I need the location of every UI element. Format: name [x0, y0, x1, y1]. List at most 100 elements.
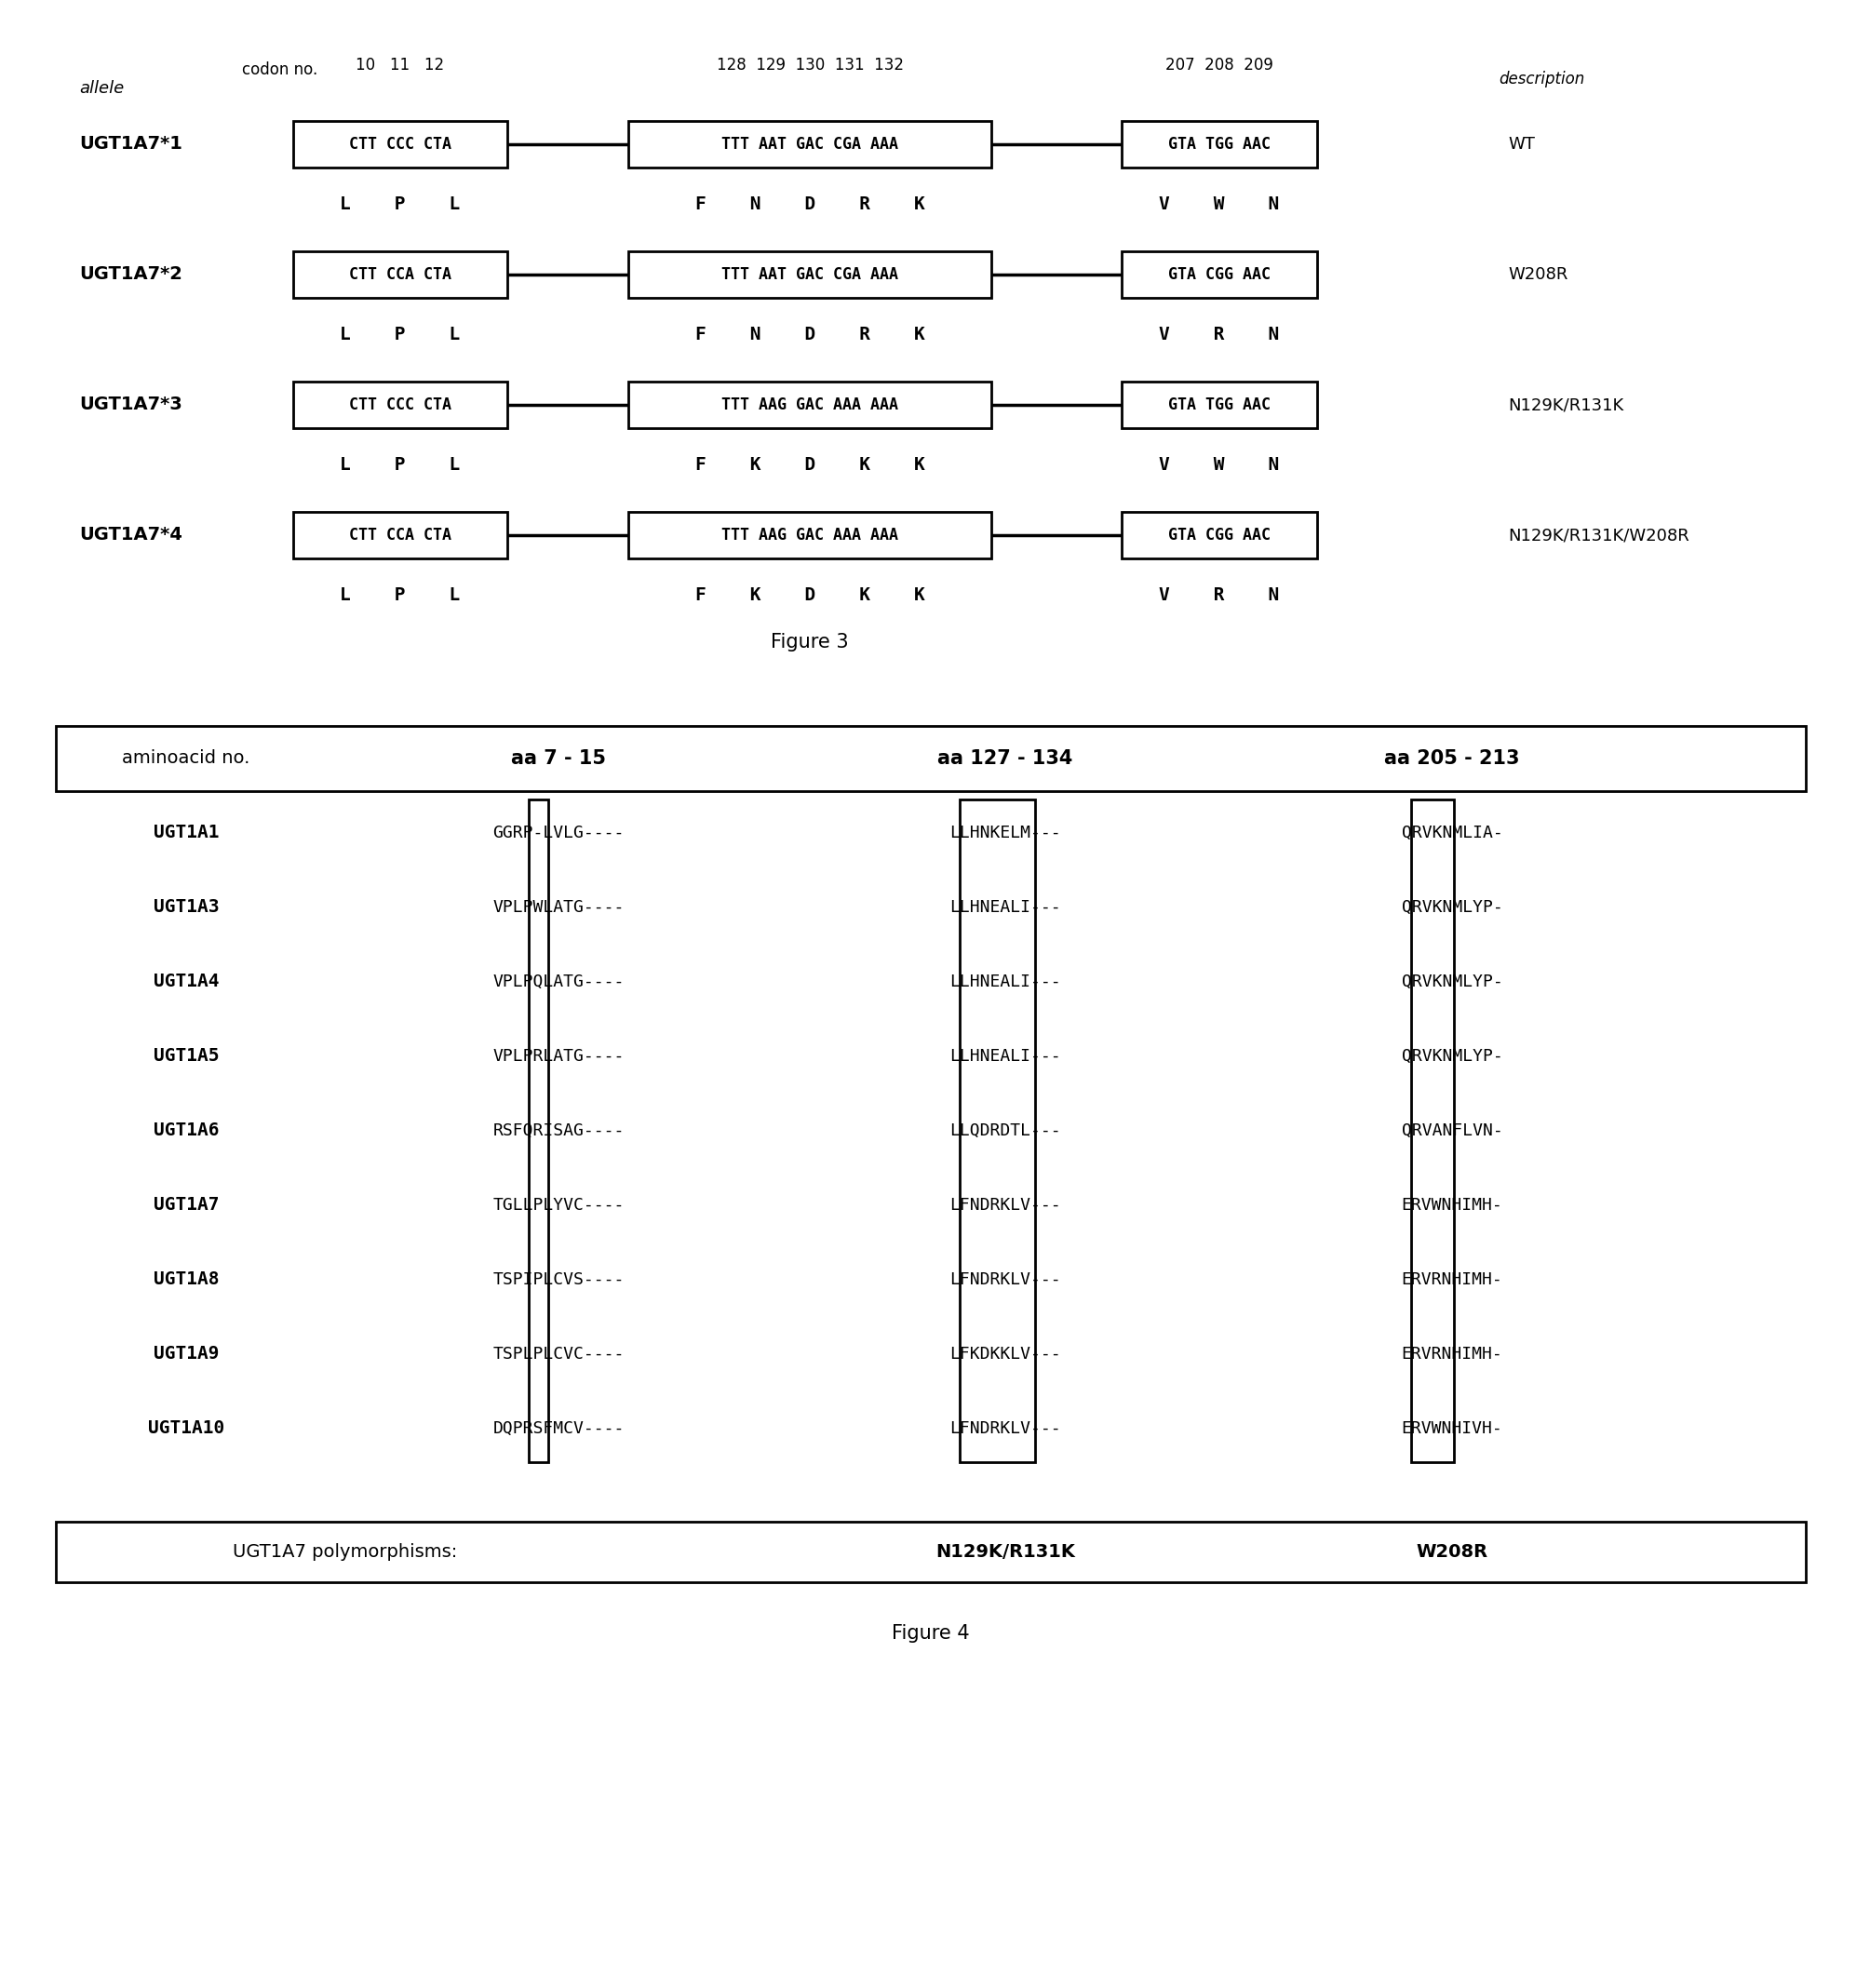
Text: GTA CGG AAC: GTA CGG AAC — [1169, 527, 1270, 543]
Text: QRVKNMLYP-: QRVKNMLYP- — [1401, 1048, 1503, 1066]
Text: L    P    L: L P L — [340, 195, 460, 213]
Text: UGT1A8: UGT1A8 — [153, 1270, 219, 1288]
Text: UGT1A7*4: UGT1A7*4 — [79, 527, 181, 545]
Text: LFNDRKLV---: LFNDRKLV--- — [950, 1419, 1060, 1437]
Text: UGT1A6: UGT1A6 — [153, 1121, 219, 1139]
Text: aminoacid no.: aminoacid no. — [122, 749, 251, 767]
Text: LFNDRKLV---: LFNDRKLV--- — [950, 1272, 1060, 1288]
Text: CTT CCA CTA: CTT CCA CTA — [350, 527, 451, 543]
Text: RSFQRISAG----: RSFQRISAG---- — [492, 1123, 625, 1139]
Text: QRVKNMLIA-: QRVKNMLIA- — [1401, 825, 1503, 841]
Text: codon no.: codon no. — [241, 62, 318, 78]
Text: UGT1A4: UGT1A4 — [153, 972, 219, 990]
Text: ERVWNHIVH-: ERVWNHIVH- — [1401, 1419, 1503, 1437]
Text: L    P    L: L P L — [340, 326, 460, 344]
Bar — [294, 511, 507, 559]
Text: GTA TGG AAC: GTA TGG AAC — [1169, 135, 1270, 153]
Text: GTA CGG AAC: GTA CGG AAC — [1169, 266, 1270, 282]
Text: W208R: W208R — [1507, 266, 1567, 282]
Text: UGT1A10: UGT1A10 — [148, 1419, 224, 1437]
Text: UGT1A7*2: UGT1A7*2 — [79, 266, 181, 284]
Text: aa 127 - 134: aa 127 - 134 — [937, 749, 1073, 767]
Text: 128  129  130  131  132: 128 129 130 131 132 — [716, 58, 903, 74]
Bar — [1122, 250, 1316, 298]
Text: TGLLPLYVC----: TGLLPLYVC---- — [492, 1197, 625, 1213]
Text: VPLPRLATG----: VPLPRLATG---- — [492, 1048, 625, 1066]
Text: QRVKNMLYP-: QRVKNMLYP- — [1401, 974, 1503, 990]
Text: V    R    N: V R N — [1159, 586, 1279, 604]
Text: N129K/R131K: N129K/R131K — [935, 1543, 1075, 1561]
Bar — [1122, 382, 1316, 427]
Bar — [959, 799, 1034, 1461]
Text: ERVRNHIMH-: ERVRNHIMH- — [1401, 1346, 1503, 1362]
Bar — [628, 250, 991, 298]
Text: 207  208  209: 207 208 209 — [1165, 58, 1273, 74]
Text: LFKDKKLV---: LFKDKKLV--- — [950, 1346, 1060, 1362]
Bar — [1122, 121, 1316, 167]
Bar — [294, 382, 507, 427]
Bar — [628, 382, 991, 427]
Text: LLHNEALI---: LLHNEALI--- — [950, 1048, 1060, 1066]
Text: TTT AAT GAC CGA AAA: TTT AAT GAC CGA AAA — [722, 135, 898, 153]
Text: UGT1A7*3: UGT1A7*3 — [79, 396, 181, 414]
Text: UGT1A7 polymorphisms:: UGT1A7 polymorphisms: — [232, 1543, 458, 1561]
Text: QRVANFLVN-: QRVANFLVN- — [1401, 1123, 1503, 1139]
Text: QRVKNMLYP-: QRVKNMLYP- — [1401, 899, 1503, 916]
Text: F    K    D    K    K: F K D K K — [696, 455, 924, 473]
Text: L    P    L: L P L — [340, 586, 460, 604]
Text: W208R: W208R — [1416, 1543, 1489, 1561]
Text: V    W    N: V W N — [1159, 455, 1279, 473]
Text: VPLPWLATG----: VPLPWLATG---- — [492, 899, 625, 916]
Text: UGT1A7: UGT1A7 — [153, 1197, 219, 1215]
Text: V    W    N: V W N — [1159, 195, 1279, 213]
Text: UGT1A3: UGT1A3 — [153, 899, 219, 916]
Text: CTT CCC CTA: CTT CCC CTA — [350, 396, 451, 414]
Text: F    N    D    R    K: F N D R K — [696, 195, 924, 213]
Bar — [628, 511, 991, 559]
Text: N129K/R131K: N129K/R131K — [1507, 396, 1623, 414]
Text: TTT AAG GAC AAA AAA: TTT AAG GAC AAA AAA — [722, 396, 898, 414]
Text: CTT CCC CTA: CTT CCC CTA — [350, 135, 451, 153]
Text: aa 7 - 15: aa 7 - 15 — [511, 749, 606, 767]
Bar — [56, 726, 1806, 791]
Text: 10   11   12: 10 11 12 — [355, 58, 445, 74]
Text: UGT1A9: UGT1A9 — [153, 1346, 219, 1364]
Text: GTA TGG AAC: GTA TGG AAC — [1169, 396, 1270, 414]
Bar — [1410, 799, 1455, 1461]
Text: LLHNEALI---: LLHNEALI--- — [950, 899, 1060, 916]
Text: LLHNEALI---: LLHNEALI--- — [950, 974, 1060, 990]
Text: V    R    N: V R N — [1159, 326, 1279, 344]
Text: aa 205 - 213: aa 205 - 213 — [1384, 749, 1520, 767]
Text: F    N    D    R    K: F N D R K — [696, 326, 924, 344]
Text: VPLPQLATG----: VPLPQLATG---- — [492, 974, 625, 990]
Text: LFNDRKLV---: LFNDRKLV--- — [950, 1197, 1060, 1213]
Text: F    K    D    K    K: F K D K K — [696, 586, 924, 604]
Text: UGT1A1: UGT1A1 — [153, 825, 219, 841]
Bar — [294, 121, 507, 167]
Text: Figure 4: Figure 4 — [892, 1624, 971, 1642]
Text: Figure 3: Figure 3 — [770, 632, 849, 652]
Text: TTT AAT GAC CGA AAA: TTT AAT GAC CGA AAA — [722, 266, 898, 282]
Bar — [56, 1521, 1806, 1582]
Text: N129K/R131K/W208R: N129K/R131K/W208R — [1507, 527, 1689, 543]
Bar — [529, 799, 548, 1461]
Text: description: description — [1498, 72, 1584, 87]
Text: ERVWNHIMH-: ERVWNHIMH- — [1401, 1197, 1503, 1213]
Text: GGRP-LVLG----: GGRP-LVLG---- — [492, 825, 625, 841]
Bar — [628, 121, 991, 167]
Text: L    P    L: L P L — [340, 455, 460, 473]
Text: TTT AAG GAC AAA AAA: TTT AAG GAC AAA AAA — [722, 527, 898, 543]
Text: ERVRNHIMH-: ERVRNHIMH- — [1401, 1272, 1503, 1288]
Text: UGT1A5: UGT1A5 — [153, 1048, 219, 1066]
Text: LLQDRDTL---: LLQDRDTL--- — [950, 1123, 1060, 1139]
Text: WT: WT — [1507, 135, 1535, 153]
Text: DQPRSFMCV----: DQPRSFMCV---- — [492, 1419, 625, 1437]
Text: LLHNKELM---: LLHNKELM--- — [950, 825, 1060, 841]
Text: TSPLPLCVC----: TSPLPLCVC---- — [492, 1346, 625, 1362]
Bar — [294, 250, 507, 298]
Text: UGT1A7*1: UGT1A7*1 — [79, 135, 181, 153]
Bar — [1122, 511, 1316, 559]
Text: allele: allele — [79, 80, 123, 97]
Text: TSPIPLCVS----: TSPIPLCVS---- — [492, 1272, 625, 1288]
Text: CTT CCA CTA: CTT CCA CTA — [350, 266, 451, 282]
